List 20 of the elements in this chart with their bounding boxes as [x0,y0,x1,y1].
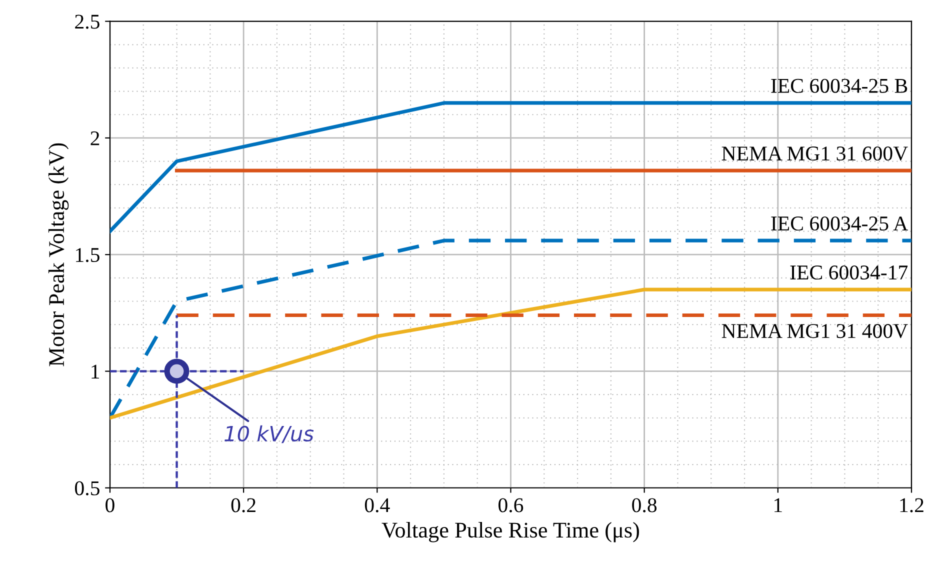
y-tick-label: 2 [90,131,100,146]
y-axis-title: Motor Peak Voltage (kV) [48,143,69,366]
x-tick-label: 0.6 [498,498,524,512]
y-tick-label: 1 [92,364,100,378]
x-tick-label: 0.4 [364,498,390,512]
annotation: 10 kV/us [224,425,314,444]
y-tick-label: 1.5 [76,248,100,262]
x-tick-label: 0.2 [231,498,256,512]
x-tick-label: 1 [774,498,782,512]
series-label: IEC 60034-25 B [771,78,908,93]
y-tick-label: 0.5 [75,481,100,496]
x-axis-title: Voltage Pulse Rise Time (μs) [382,522,639,542]
x-tick-label: 0.8 [632,498,657,512]
series-label: IEC 60034-25 A [771,216,908,231]
x-tick-label: 1.2 [900,498,924,512]
series-label: IEC 60034-17 [790,265,908,280]
series-label: NEMA MG1 31 600V [722,146,908,161]
y-tick-label: 2.5 [75,14,100,29]
x-tick-label: 0 [106,498,114,512]
series-label: NEMA MG1 31 400V [722,324,908,338]
